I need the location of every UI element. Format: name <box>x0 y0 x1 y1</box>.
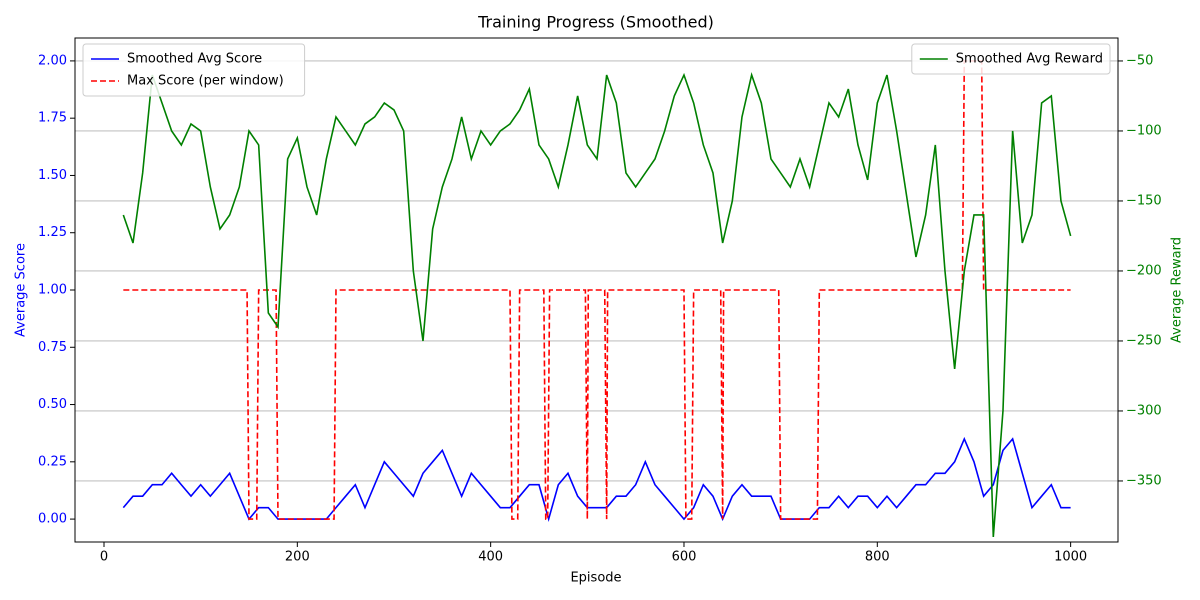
y-tick-label: 0.25 <box>38 454 67 469</box>
y2-axis-label: Average Reward <box>1170 237 1185 343</box>
y-tick-label: 1.75 <box>38 111 67 126</box>
legend-label: Smoothed Avg Score <box>127 52 262 67</box>
x-tick-label: 400 <box>478 550 503 565</box>
y-tick-label: 1.25 <box>38 225 67 240</box>
x-tick-label: 800 <box>865 550 890 565</box>
y-tick-label: 1.50 <box>38 168 67 183</box>
legend-box <box>911 43 1111 75</box>
x-tick-label: 200 <box>285 550 310 565</box>
plot-frame <box>74 37 1119 543</box>
x-tick-label: 600 <box>672 550 697 565</box>
y-tick-label: 2.00 <box>38 53 67 68</box>
legend-box <box>82 43 306 97</box>
series-line <box>123 60 1071 520</box>
x-tick-label: 1000 <box>1054 550 1087 565</box>
y2-tick-label: −350 <box>1126 473 1162 488</box>
legend-label: Max Score (per window) <box>127 74 284 89</box>
y2-tick-label: −100 <box>1126 123 1162 138</box>
y2-tick-label: −50 <box>1126 53 1153 68</box>
x-tick-label: 0 <box>100 550 108 565</box>
y-tick-label: 0.50 <box>38 397 67 412</box>
series-line <box>122 436 1071 523</box>
legend-label: Smoothed Avg Reward <box>956 52 1103 67</box>
y-tick-label: 0.00 <box>38 512 67 527</box>
y-axis-label: Average Score <box>14 243 29 337</box>
series-line <box>122 72 1072 538</box>
x-axis-label: Episode <box>570 571 621 586</box>
y2-tick-label: −300 <box>1126 403 1162 418</box>
y-tick-label: 0.75 <box>38 340 67 355</box>
y-tick-label: 1.00 <box>38 283 67 298</box>
y2-tick-label: −200 <box>1126 263 1162 278</box>
chart-title: Training Progress (Smoothed) <box>477 13 714 32</box>
y2-tick-label: −150 <box>1126 193 1162 208</box>
y2-tick-label: −250 <box>1126 333 1162 348</box>
